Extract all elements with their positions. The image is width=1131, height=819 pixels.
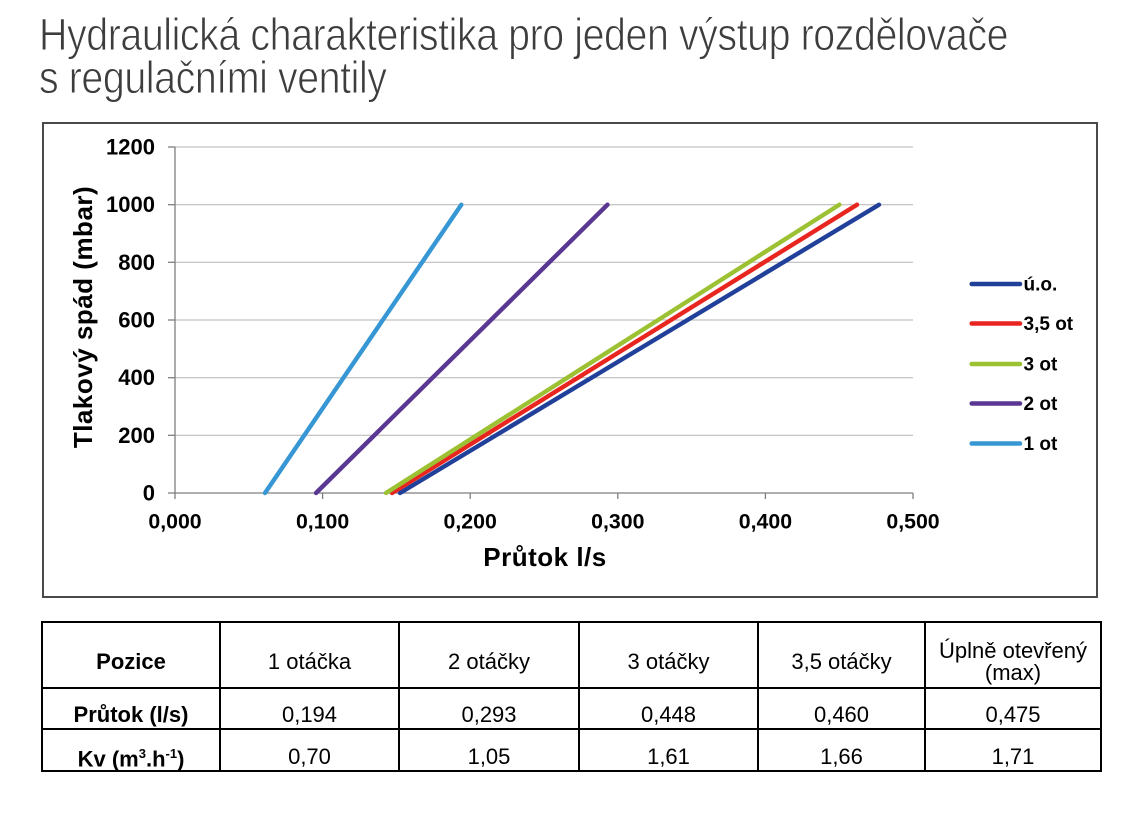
- svg-text:2 ot: 2 ot: [1024, 394, 1058, 415]
- svg-text:200: 200: [118, 423, 155, 448]
- svg-text:ú.o.: ú.o.: [1024, 275, 1058, 296]
- svg-text:1000: 1000: [106, 192, 155, 217]
- svg-text:0,400: 0,400: [739, 510, 792, 534]
- svg-text:400: 400: [118, 365, 155, 390]
- svg-text:0: 0: [143, 481, 155, 506]
- svg-text:1 ot: 1 ot: [1024, 434, 1058, 455]
- svg-text:800: 800: [118, 250, 155, 275]
- svg-text:3 ot: 3 ot: [1024, 355, 1058, 376]
- svg-text:0,500: 0,500: [886, 510, 939, 534]
- svg-text:0,200: 0,200: [444, 510, 497, 534]
- svg-text:Průtok l/s: Průtok l/s: [483, 542, 606, 572]
- svg-text:0,000: 0,000: [148, 510, 201, 534]
- svg-text:600: 600: [118, 308, 155, 333]
- svg-text:0,300: 0,300: [591, 510, 644, 534]
- svg-text:0,100: 0,100: [296, 510, 349, 534]
- svg-text:1200: 1200: [106, 135, 155, 160]
- svg-text:3,5 ot: 3,5 ot: [1024, 314, 1074, 335]
- svg-text:Tlakový spád (mbar): Tlakový spád (mbar): [68, 186, 98, 448]
